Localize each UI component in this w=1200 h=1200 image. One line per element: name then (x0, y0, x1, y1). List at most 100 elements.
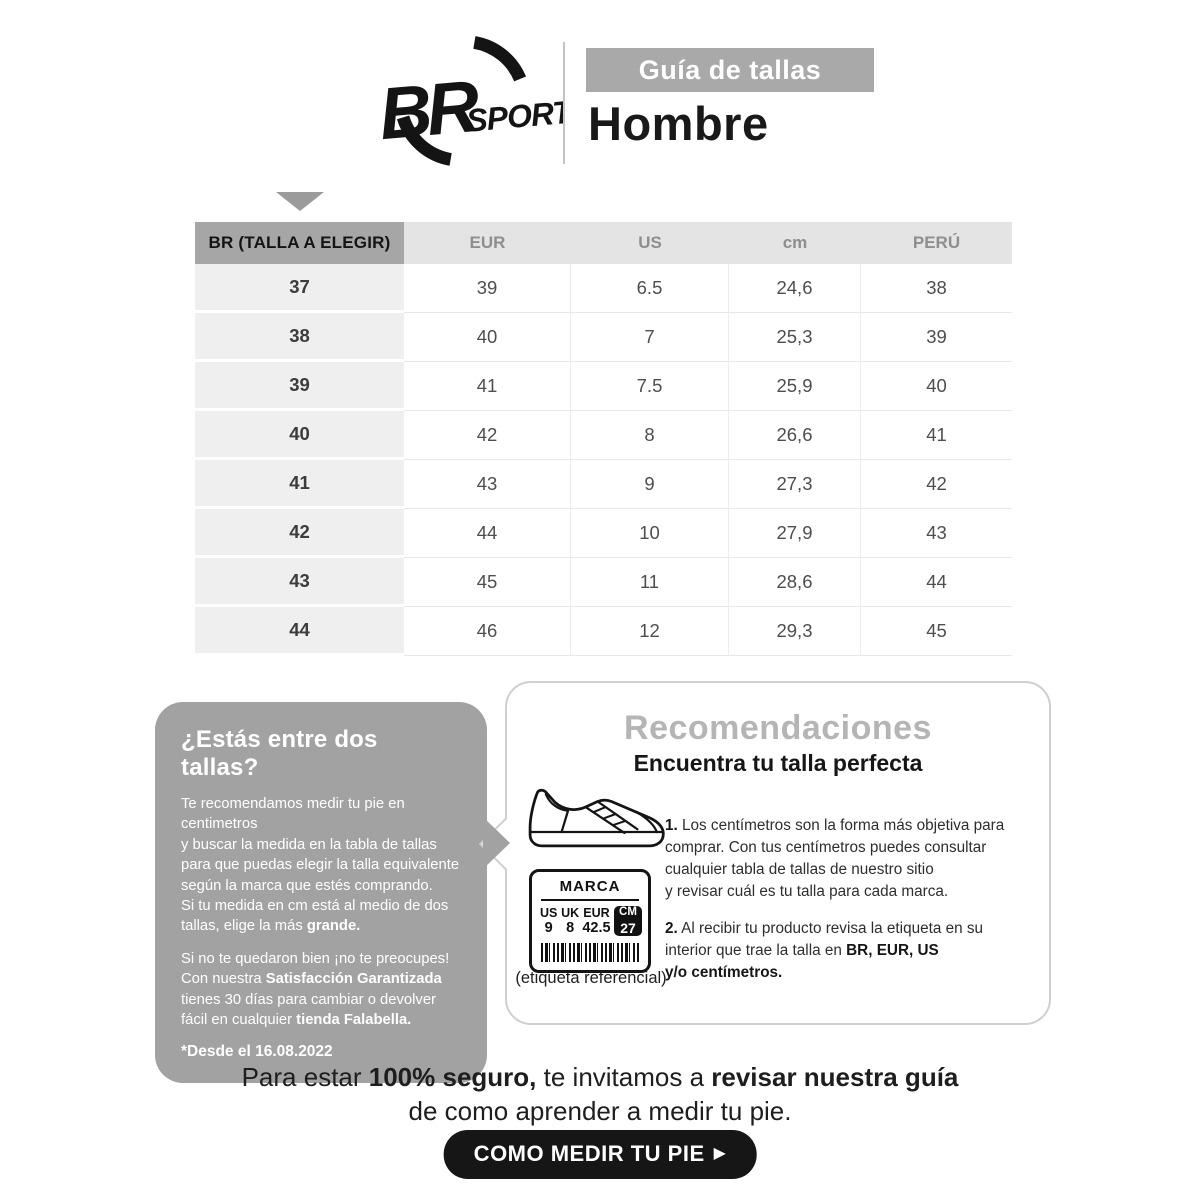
table-cell: 45 (861, 607, 1012, 656)
table-cell: 27,9 (729, 509, 861, 558)
table-row: 37 39 6.5 24,6 38 (195, 264, 1012, 313)
recommendation-item-2: 2. Al recibir tu producto revisa la etiq… (665, 918, 1047, 984)
bubble-p1-text: Te recomendamos medir tu pie en centimet… (181, 796, 460, 935)
table-header-cm: cm (729, 222, 861, 264)
label-value: 42.5 (582, 920, 611, 936)
table-cell: 40 (861, 362, 1012, 411)
table-cell: 43 (861, 509, 1012, 558)
footer-line-2: de como aprender a medir tu pie. (408, 1096, 792, 1127)
recommendation-items: 1. Los centímetros son la forma más obje… (665, 815, 1047, 1000)
size-label: MARCA US UK EUR 9 8 42.5 CM 27 (529, 869, 651, 973)
page-title: Hombre (588, 97, 769, 150)
table-pointer-icon (276, 192, 324, 211)
table-header-row: BR (TALLA A ELEGIR) EUR US cm PERÚ (195, 222, 1012, 264)
table-cell: 12 (571, 607, 729, 656)
sneaker-icon (528, 788, 665, 848)
table-cell: 42 (404, 411, 571, 460)
table-row: 41 43 9 27,3 42 (195, 460, 1012, 509)
bubble-title: ¿Estás entre dos tallas? (181, 726, 378, 781)
table-cell: 43 (195, 558, 404, 607)
brsport-logo: BR SPORT (376, 36, 564, 166)
table-row: 40 42 8 26,6 41 (195, 411, 1012, 460)
two-sizes-bubble: ¿Estás entre dos tallas? Te recomendamos… (155, 702, 487, 1084)
label-cm-value: 27 (620, 920, 636, 936)
bubble-p2-bold-b: tienda Falabella. (296, 1012, 412, 1029)
table-cell: 25,3 (729, 313, 861, 362)
guide-banner: Guía de tallas (586, 48, 874, 92)
table-row: 39 41 7.5 25,9 40 (195, 362, 1012, 411)
bubble-p2-text-a: Si no te quedaron bien ¡no te preocupes!… (181, 950, 450, 988)
label-size-grid: US UK EUR 9 8 42.5 CM 27 (538, 906, 642, 936)
table-cell: 7.5 (571, 362, 729, 411)
table-cell: 25,9 (729, 362, 861, 411)
table-cell: 45 (404, 558, 571, 607)
table-cell: 40 (404, 313, 571, 362)
logo-text-br: BR (376, 66, 483, 155)
card-subtitle: Encuentra tu talla perfecta (633, 750, 923, 776)
label-units: US UK EUR 9 8 42.5 (538, 906, 612, 936)
table-cell: 41 (404, 362, 571, 411)
item-bold: BR, EUR, US y/o centímetros. (665, 942, 939, 982)
table-row: 43 45 11 28,6 44 (195, 558, 1012, 607)
table-cell: 38 (195, 313, 404, 362)
table-header-peru: PERÚ (861, 222, 1012, 264)
table-cell: 6.5 (571, 264, 729, 313)
table-cell: 42 (861, 460, 1012, 509)
label-brand: MARCA (559, 878, 621, 895)
table-cell: 43 (404, 460, 571, 509)
table-cell: 41 (195, 460, 404, 509)
table-row: 42 44 10 27,9 43 (195, 509, 1012, 558)
item-number: 2. (665, 920, 678, 938)
table-cell: 46 (404, 607, 571, 656)
table-cell: 44 (404, 509, 571, 558)
table-cell: 37 (195, 264, 404, 313)
label-rule (541, 899, 639, 901)
table-header-eur: EUR (404, 222, 571, 264)
header-divider (563, 42, 565, 164)
table-cell: 9 (571, 460, 729, 509)
table-cell: 11 (571, 558, 729, 607)
table-cell: 7 (571, 313, 729, 362)
logo-text-sport: SPORT (465, 93, 564, 138)
recommendations-card: Recomendaciones Encuentra tu talla perfe… (505, 681, 1051, 1025)
table-cell: 29,3 (729, 607, 861, 656)
bubble-paragraph-1: Te recomendamos medir tu pie en centimet… (181, 794, 461, 937)
table-cell: 44 (195, 607, 404, 656)
label-value: 9 (544, 920, 553, 936)
recommendation-item-1: 1. Los centímetros son la forma más obje… (665, 815, 1047, 902)
label-value: 8 (566, 920, 575, 936)
table-cell: 38 (861, 264, 1012, 313)
footer-bold-b: revisar nuestra guía (711, 1062, 959, 1092)
logo-arc-top (473, 36, 527, 82)
footer-text: Para estar 100% seguro, te invitamos a r… (0, 1060, 1200, 1129)
table-cell: 42 (195, 509, 404, 558)
table-row: 44 46 12 29,3 45 (195, 607, 1012, 656)
item-number: 1. (665, 817, 678, 834)
label-cm-unit: CM (619, 906, 637, 918)
table-cell: 10 (571, 509, 729, 558)
table-cell: 41 (861, 411, 1012, 460)
table-cell: 44 (861, 558, 1012, 607)
logo-arc-bottom (396, 115, 452, 166)
barcode-icon (541, 943, 639, 962)
table-cell: 8 (571, 411, 729, 460)
label-caption: (etiqueta referencial) (515, 969, 667, 987)
how-to-measure-button[interactable]: COMO MEDIR TU PIE ▶ (443, 1130, 757, 1179)
bubble-footnote: *Desde el 16.08.2022 (181, 1043, 333, 1061)
bubble-p2-text-b: tienes 30 días para cambiar o devolver f… (181, 991, 436, 1029)
footer-line-1: Para estar 100% seguro, te invitamos a r… (0, 1060, 1200, 1094)
footer-text-b: te invitamos a (536, 1062, 712, 1092)
label-cm-box: CM 27 (614, 906, 642, 936)
card-title: Recomendaciones (624, 709, 932, 747)
table-cell: 26,6 (729, 411, 861, 460)
table-header-us: US (571, 222, 729, 264)
item-text: Los centímetros son la forma más objetiv… (665, 817, 1005, 900)
size-table: BR (TALLA A ELEGIR) EUR US cm PERÚ 37 39… (195, 222, 1012, 656)
label-unit: EUR (583, 906, 610, 920)
bubble-p1-bold: grande. (306, 918, 361, 935)
footer-bold-a: 100% seguro, (368, 1062, 537, 1092)
table-cell: 39 (404, 264, 571, 313)
table-cell: 39 (195, 362, 404, 411)
table-cell: 40 (195, 411, 404, 460)
